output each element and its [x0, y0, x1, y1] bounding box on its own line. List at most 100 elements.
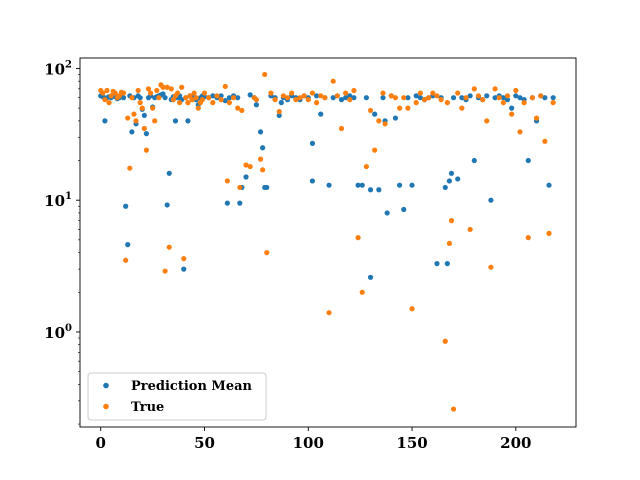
point-series0-66	[257, 129, 264, 135]
point-series1-117	[455, 90, 461, 96]
point-series0-108	[409, 182, 415, 188]
point-series1-37	[174, 90, 181, 96]
point-series0-40	[181, 266, 187, 272]
plot-frame	[79, 57, 577, 428]
y-tick-label-0: 100	[44, 323, 72, 342]
point-series0-117	[444, 261, 450, 267]
point-series1-1	[100, 90, 106, 96]
point-series1-53	[214, 93, 220, 99]
point-series0-133	[504, 97, 511, 103]
point-series1-43	[187, 93, 193, 99]
point-series1-22	[143, 147, 150, 153]
point-series1-5	[108, 93, 114, 99]
point-series0-19	[137, 95, 143, 101]
point-series0-12	[123, 203, 129, 209]
point-series1-113	[444, 100, 450, 106]
point-series1-110	[434, 93, 440, 99]
point-series0-83	[313, 93, 320, 99]
point-series1-74	[284, 95, 291, 101]
point-series0-2	[102, 118, 108, 124]
point-series0-73	[278, 100, 284, 106]
point-series1-80	[309, 90, 316, 96]
point-series0-31	[162, 95, 168, 101]
point-series0-42	[185, 118, 191, 124]
point-series0-118	[446, 178, 453, 184]
point-series1-17	[133, 118, 139, 124]
point-series0-105	[397, 182, 403, 188]
point-series1-95	[372, 147, 378, 153]
point-series0-92	[351, 95, 357, 101]
point-series1-24	[147, 90, 154, 96]
point-series0-96	[367, 274, 374, 280]
point-series1-67	[260, 167, 266, 173]
point-series1-60	[237, 184, 243, 191]
point-series1-38	[177, 100, 183, 106]
point-series0-22	[143, 131, 150, 137]
point-series1-121	[471, 86, 477, 92]
point-series1-3	[104, 87, 110, 94]
point-series1-26	[152, 118, 158, 124]
point-series1-7	[112, 90, 118, 96]
point-series0-130	[492, 95, 498, 101]
point-series0-93	[355, 182, 361, 188]
point-series0-62	[243, 174, 249, 180]
point-series1-75	[289, 90, 295, 96]
point-series0-135	[513, 93, 519, 99]
point-series0-128	[484, 93, 490, 99]
point-series1-32	[164, 84, 170, 90]
point-series1-31	[162, 268, 168, 274]
point-series1-122	[475, 93, 482, 99]
legend-box	[87, 372, 267, 421]
point-series1-30	[160, 84, 166, 90]
point-series1-98	[382, 121, 388, 127]
point-series1-120	[467, 226, 473, 233]
point-series1-77	[297, 95, 303, 101]
point-series0-87	[330, 95, 336, 101]
point-series1-11	[120, 90, 127, 96]
point-series1-103	[405, 105, 411, 111]
point-series0-129	[488, 197, 494, 203]
point-series0-125	[471, 157, 477, 164]
point-series0-54	[218, 93, 224, 99]
point-series1-107	[421, 97, 428, 103]
point-series0-65	[253, 102, 259, 108]
point-series1-45	[191, 90, 197, 96]
point-series1-109	[430, 90, 436, 96]
point-series1-87	[338, 125, 345, 132]
point-series0-32	[164, 202, 170, 208]
point-series1-72	[276, 109, 282, 115]
point-series1-23	[145, 86, 152, 92]
point-series1-85	[330, 78, 336, 84]
point-series1-92	[359, 289, 365, 295]
point-series1-62	[243, 162, 249, 168]
point-series1-50	[201, 90, 208, 96]
point-series1-61	[239, 107, 245, 114]
point-series0-13	[125, 242, 131, 248]
point-series0-122	[459, 95, 465, 101]
point-series1-55	[222, 83, 228, 90]
point-series1-34	[168, 86, 174, 92]
point-series1-116	[450, 406, 457, 412]
point-series1-118	[459, 105, 465, 111]
point-series1-57	[226, 100, 233, 106]
point-series0-102	[384, 210, 390, 216]
point-series1-131	[513, 87, 519, 94]
point-series1-66	[257, 156, 264, 162]
point-series1-104	[409, 306, 415, 312]
point-series1-59	[235, 105, 241, 111]
point-series1-138	[542, 138, 548, 144]
point-series0-134	[509, 105, 515, 111]
point-series1-136	[533, 115, 540, 121]
legend-marker-prediction-mean	[103, 382, 109, 389]
legend-marker-true	[103, 403, 109, 410]
point-series1-96	[376, 118, 382, 124]
point-series0-132	[500, 95, 506, 101]
point-series1-114	[446, 240, 453, 247]
point-series1-51	[206, 95, 212, 101]
point-series1-82	[318, 93, 324, 99]
point-series1-130	[509, 111, 515, 117]
point-series0-55	[222, 98, 228, 104]
point-series1-13	[125, 115, 131, 121]
point-series1-28	[156, 95, 162, 101]
